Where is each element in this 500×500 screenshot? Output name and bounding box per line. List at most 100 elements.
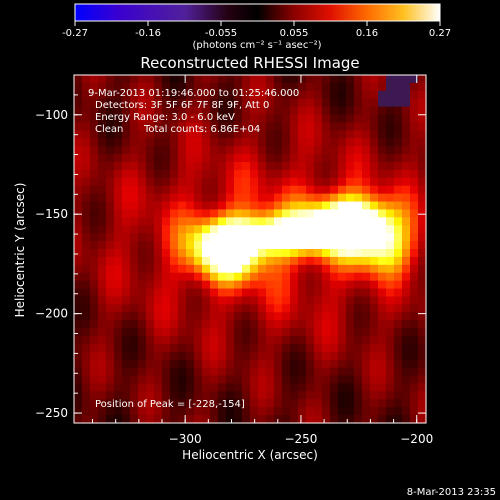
heatmap-cell xyxy=(282,359,291,369)
heatmap-cell xyxy=(402,75,411,84)
heatmap-cell xyxy=(202,154,211,163)
heatmap-cell xyxy=(394,375,403,385)
heatmap-cell xyxy=(386,217,395,226)
heatmap-cell xyxy=(362,169,371,179)
heatmap-cell xyxy=(90,193,99,203)
heatmap-cell xyxy=(146,351,155,361)
heatmap-cell xyxy=(266,106,275,116)
heatmap-cell xyxy=(250,138,259,147)
heatmap-cell xyxy=(202,241,211,250)
heatmap-cell xyxy=(354,415,363,424)
heatmap-cell xyxy=(418,90,427,100)
heatmap-cell xyxy=(106,343,115,353)
heatmap-cell xyxy=(306,312,315,321)
heatmap-cell xyxy=(418,185,427,195)
heatmap-cell xyxy=(194,130,203,139)
heatmap-cell xyxy=(98,90,107,100)
heatmap-cell xyxy=(114,399,123,408)
heatmap-cell xyxy=(242,75,251,84)
heatmap-cell xyxy=(338,241,347,250)
heatmap-cell xyxy=(82,177,91,187)
heatmap-cell xyxy=(250,367,259,377)
heatmap-cell xyxy=(114,209,123,218)
heatmap-cell xyxy=(258,407,267,416)
heatmap-cell xyxy=(282,193,291,203)
heatmap-cell xyxy=(242,375,251,385)
heatmap-cell xyxy=(162,367,171,377)
heatmap-cell xyxy=(98,209,107,218)
heatmap-cell xyxy=(210,154,219,163)
heatmap-cell xyxy=(154,391,163,400)
heatmap-cell xyxy=(178,256,187,266)
heatmap-cell xyxy=(82,114,91,124)
heatmap-cell xyxy=(82,130,91,139)
heatmap-cell xyxy=(210,169,219,179)
heatmap-cell xyxy=(74,130,83,139)
heatmap-cell xyxy=(146,399,155,408)
heatmap-cell xyxy=(114,256,123,266)
heatmap-cell xyxy=(114,304,123,313)
heatmap-cell xyxy=(146,328,155,337)
heatmap-cell xyxy=(178,177,187,187)
heatmap-cell xyxy=(138,249,147,258)
heatmap-cell xyxy=(306,201,315,211)
heatmap-cell xyxy=(362,336,371,345)
heatmap-cell xyxy=(74,90,83,100)
heatmap-cell xyxy=(322,367,331,377)
heatmap-cell xyxy=(202,82,211,92)
heatmap-cell xyxy=(250,162,259,171)
heatmap-cell xyxy=(266,288,275,298)
heatmap-cell xyxy=(74,114,83,124)
heatmap-cell xyxy=(338,193,347,203)
heatmap-cell xyxy=(178,146,187,155)
heatmap-cell xyxy=(394,209,403,218)
heatmap-cell xyxy=(218,375,227,385)
heatmap-cell xyxy=(322,359,331,369)
heatmap-cell xyxy=(210,391,219,400)
heatmap-cell xyxy=(266,343,275,353)
heatmap-cell xyxy=(346,130,355,139)
heatmap-cell xyxy=(226,162,235,171)
heatmap-cell xyxy=(90,399,99,408)
heatmap-cell xyxy=(154,336,163,345)
heatmap-cell xyxy=(122,383,131,392)
heatmap-cell xyxy=(306,336,315,345)
heatmap-cell xyxy=(170,185,179,195)
heatmap-cell xyxy=(354,375,363,385)
heatmap-cell xyxy=(162,241,171,250)
heatmap-cell xyxy=(146,106,155,116)
heatmap-cell xyxy=(234,225,243,234)
heatmap-cell xyxy=(186,288,195,298)
heatmap-cell xyxy=(402,201,411,211)
heatmap-cell xyxy=(234,296,243,305)
heatmap-cell xyxy=(138,146,147,155)
heatmap-cell xyxy=(330,343,339,353)
heatmap-cell xyxy=(362,233,371,242)
heatmap-cell xyxy=(314,312,323,321)
heatmap-cell xyxy=(202,280,211,290)
heatmap-cell xyxy=(346,328,355,337)
heatmap-cell xyxy=(82,122,91,131)
heatmap-cell xyxy=(314,399,323,408)
heatmap-cell xyxy=(162,407,171,416)
heatmap-cell xyxy=(274,359,283,369)
heatmap-cell xyxy=(178,75,187,84)
heatmap-cell xyxy=(394,185,403,195)
heatmap-cell xyxy=(314,209,323,218)
heatmap-cell xyxy=(354,122,363,131)
heatmap-cell xyxy=(322,138,331,147)
heatmap-cell xyxy=(362,106,371,116)
heatmap-cell xyxy=(74,343,83,353)
heatmap-cell xyxy=(386,225,395,234)
heatmap-cell xyxy=(274,375,283,385)
heatmap-cell xyxy=(298,114,307,124)
heatmap-cell xyxy=(178,98,187,108)
heatmap-cell xyxy=(226,272,235,282)
heatmap-cell xyxy=(346,336,355,345)
heatmap-cell xyxy=(386,264,395,274)
heatmap-cell xyxy=(378,328,387,337)
heatmap-cell xyxy=(170,351,179,361)
heatmap-cell xyxy=(322,375,331,385)
heatmap-cell xyxy=(274,256,283,266)
heatmap-cell xyxy=(402,336,411,345)
